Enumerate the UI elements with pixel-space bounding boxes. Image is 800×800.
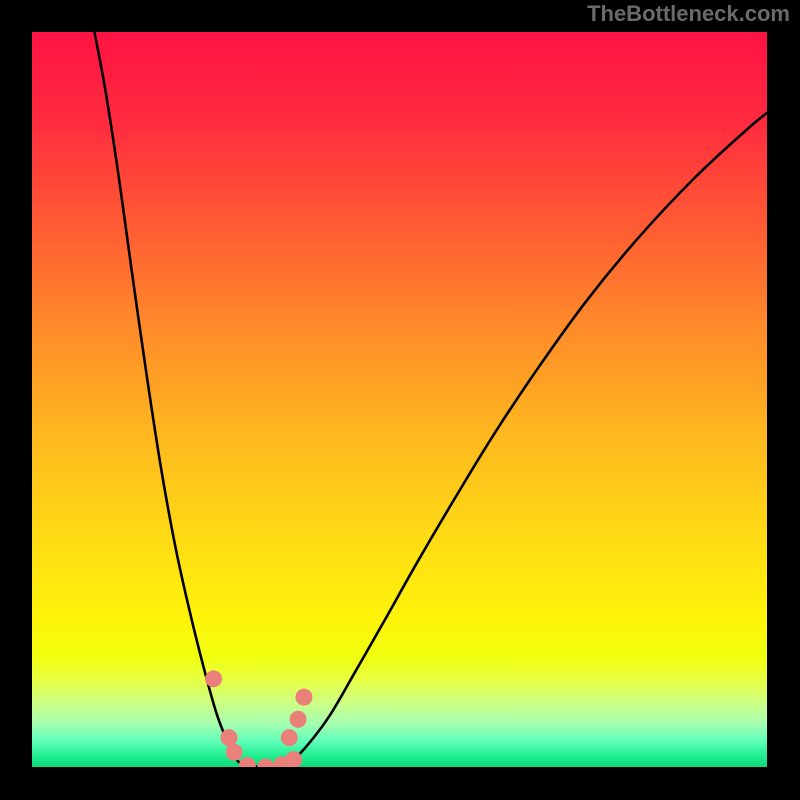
data-marker (290, 711, 307, 728)
data-marker (281, 729, 298, 746)
data-marker (226, 744, 243, 761)
plot-svg (32, 32, 767, 767)
chart-container: TheBottleneck.com (0, 0, 800, 800)
data-marker (295, 689, 312, 706)
plot-area (32, 32, 767, 767)
gradient-background (32, 32, 767, 767)
data-marker (220, 729, 237, 746)
watermark-text: TheBottleneck.com (587, 1, 790, 27)
data-marker (205, 670, 222, 687)
